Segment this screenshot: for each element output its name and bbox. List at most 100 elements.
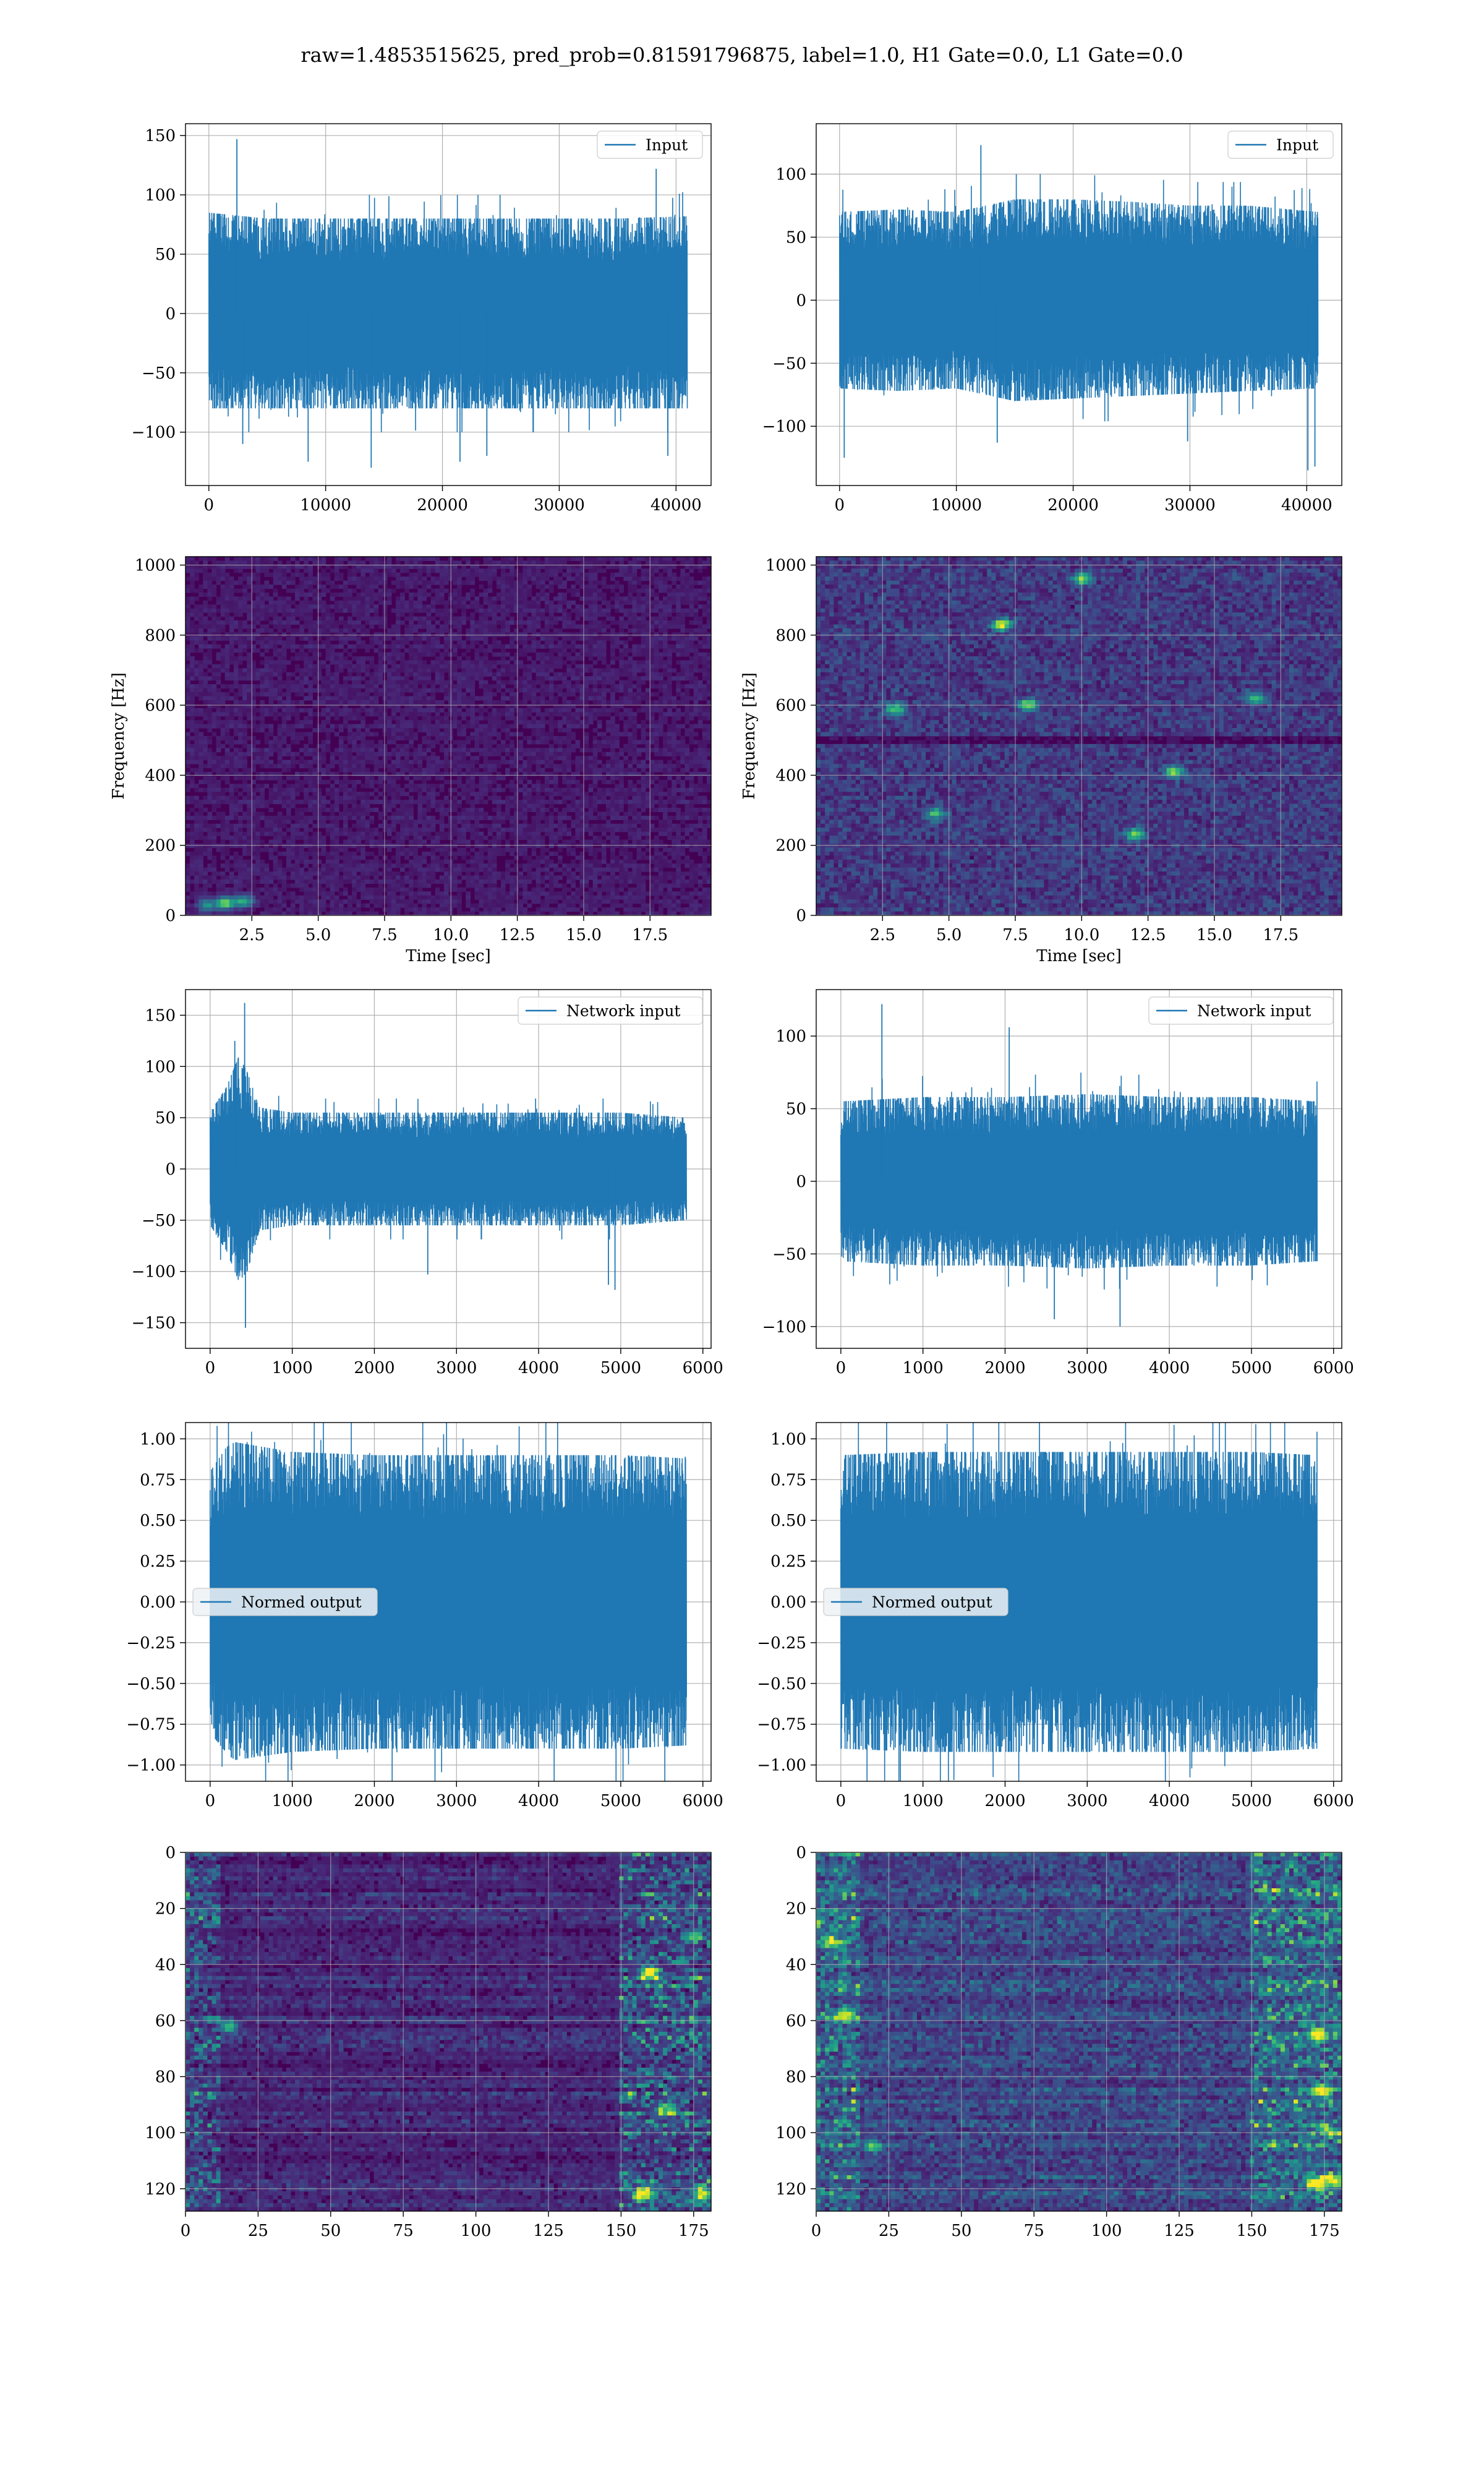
y-tick-label: 120 <box>145 2180 176 2199</box>
y-tick-label: 100 <box>775 2124 806 2142</box>
y-tick-label: 0.00 <box>770 1593 806 1612</box>
y-tick-label: −0.25 <box>757 1634 806 1653</box>
y-tick-label: 0 <box>165 1844 176 1862</box>
y-tick-label: −50 <box>772 1245 806 1264</box>
legend-l1-normed-output: Normed output <box>823 1588 1009 1616</box>
y-tick-label: 1.00 <box>770 1430 806 1449</box>
x-tick-label: 1000 <box>272 1359 313 1377</box>
x-tick-label: 6000 <box>683 1359 723 1377</box>
y-tick-label: 150 <box>145 127 176 145</box>
y-tick-label: 800 <box>775 627 806 645</box>
x-tick-label: 2000 <box>984 1792 1025 1810</box>
x-tick-label: 5000 <box>600 1792 641 1810</box>
x-tick-label: 7.5 <box>372 926 397 944</box>
y-tick-label: 200 <box>775 837 806 855</box>
y-tick-label: 0 <box>796 291 806 310</box>
y-tick-label: 80 <box>786 2068 806 2087</box>
heatmap-l1-features <box>816 1852 1342 2211</box>
x-tick-label: 15.0 <box>1196 926 1232 944</box>
y-tick-label: 0 <box>165 305 176 323</box>
x-tick-label: 12.5 <box>500 926 535 944</box>
legend-l1-input: Input <box>1227 131 1334 159</box>
y-tick-label: 600 <box>775 696 806 715</box>
x-tick-label: 150 <box>1237 2222 1268 2240</box>
legend-label: Input <box>1276 136 1318 154</box>
y-tick-label: 50 <box>786 1100 806 1119</box>
y-tick-label: 400 <box>145 766 176 785</box>
y-tick-label: 50 <box>155 246 176 264</box>
y-tick-label: −0.50 <box>126 1675 176 1693</box>
y-axis-label: Frequency [Hz] <box>109 672 128 800</box>
grid-h1-features <box>186 1852 711 2211</box>
chart-h1-features: 0 25 50 75 100 125 150 175 0 20 40 60 80 100 120 <box>145 1844 712 2240</box>
y-tick-label: −150 <box>132 1314 176 1333</box>
x-tick-label: 10.0 <box>1064 926 1099 944</box>
x-tick-label: 0 <box>836 1359 846 1377</box>
legend-label: Network input <box>566 1002 680 1020</box>
grid-h1-spectrogram <box>186 557 711 915</box>
x-tick-label: 20000 <box>1047 496 1099 515</box>
y-tick-label: −100 <box>132 1263 176 1282</box>
x-tick-label: 175 <box>1309 2222 1340 2240</box>
x-tick-label: 5000 <box>600 1359 641 1377</box>
y-tick-label: 100 <box>145 2124 176 2142</box>
legend-label: Normed output <box>241 1593 362 1611</box>
x-tick-label: 10.0 <box>433 926 469 944</box>
y-tick-label: −100 <box>762 1318 806 1337</box>
legend-h1-normed-output: Normed output <box>192 1588 378 1616</box>
x-tick-label: 3000 <box>1067 1792 1107 1810</box>
x-tick-label: 40000 <box>1281 496 1333 515</box>
y-tick-label: 0.25 <box>770 1552 806 1571</box>
axes-h1-spectrogram: 2.5 5.0 7.5 10.0 12.5 15.0 17.5 0 200 400 600 800 10… <box>109 557 668 965</box>
y-tick-label: −1.00 <box>126 1757 176 1775</box>
y-tick-label: 1000 <box>135 557 176 575</box>
x-tick-label: 1000 <box>272 1792 313 1810</box>
legend-label: Normed output <box>872 1593 992 1611</box>
x-tick-label: 6000 <box>1313 1792 1354 1810</box>
y-tick-label: −50 <box>142 1212 176 1230</box>
y-tick-label: 0.00 <box>140 1593 176 1612</box>
y-tick-label: 800 <box>145 627 176 645</box>
plot-frame <box>816 989 1342 1349</box>
x-tick-label: 75 <box>393 2222 414 2240</box>
x-tick-label: 3000 <box>436 1359 477 1377</box>
grid-l1-spectrogram <box>816 557 1342 915</box>
plot-frame <box>816 123 1342 486</box>
x-axis-label: Time [sec] <box>1036 947 1122 965</box>
x-tick-label: 0 <box>205 1792 216 1810</box>
y-tick-label: −0.25 <box>126 1634 176 1653</box>
x-tick-label: 0 <box>836 1792 846 1810</box>
y-axis-label: Frequency [Hz] <box>740 672 759 800</box>
y-tick-label: 0 <box>796 1173 806 1191</box>
y-tick-label: 0 <box>796 907 806 925</box>
chart-l1-spectrogram: 2.5 5.0 7.5 10.0 12.5 15.0 17.5 0 200 400 600 800 10… <box>740 556 1342 965</box>
y-tick-label: 0.50 <box>140 1512 176 1530</box>
axes-l1-spectrogram: 2.5 5.0 7.5 10.0 12.5 15.0 17.5 0 200 400 600 800 10… <box>740 557 1298 965</box>
y-tick-label: −100 <box>762 417 806 436</box>
chart-l1-features: 0 25 50 75 100 125 150 175 0 20 40 60 80 100 120 <box>775 1844 1342 2240</box>
x-tick-label: 175 <box>678 2222 709 2240</box>
y-tick-label: 20 <box>786 1900 806 1919</box>
y-tick-label: 0 <box>165 907 176 925</box>
y-tick-label: 600 <box>145 696 176 715</box>
y-tick-label: 150 <box>145 1006 176 1025</box>
legend-l1-network-input: Network input <box>1148 996 1334 1025</box>
heatmap-h1-spectrogram <box>186 557 711 915</box>
x-tick-label: 10000 <box>300 496 351 515</box>
x-tick-label: 30000 <box>1164 496 1216 515</box>
x-tick-label: 30000 <box>534 496 585 515</box>
y-tick-label: 120 <box>775 2180 806 2199</box>
x-tick-label: 20000 <box>417 496 468 515</box>
x-tick-label: 2000 <box>354 1359 394 1377</box>
y-tick-label: −0.75 <box>126 1716 176 1734</box>
y-tick-label: 40 <box>786 1956 806 1974</box>
x-tick-label: 15.0 <box>566 926 602 944</box>
axes-l1-features: 0 25 50 75 100 125 150 175 0 20 40 60 80 100 120 <box>775 1844 1339 2240</box>
x-tick-label: 50 <box>320 2222 341 2240</box>
axes-h1-network-input: 0 1000 2000 3000 4000 5000 6000 −150 −100 −50 0 50 1… <box>132 1006 723 1377</box>
x-tick-label: 100 <box>461 2222 492 2240</box>
axes-h1-normed-output: 0 1000 2000 3000 4000 5000 6000 −1.00 −0.75 −0.50… <box>126 1430 723 1810</box>
